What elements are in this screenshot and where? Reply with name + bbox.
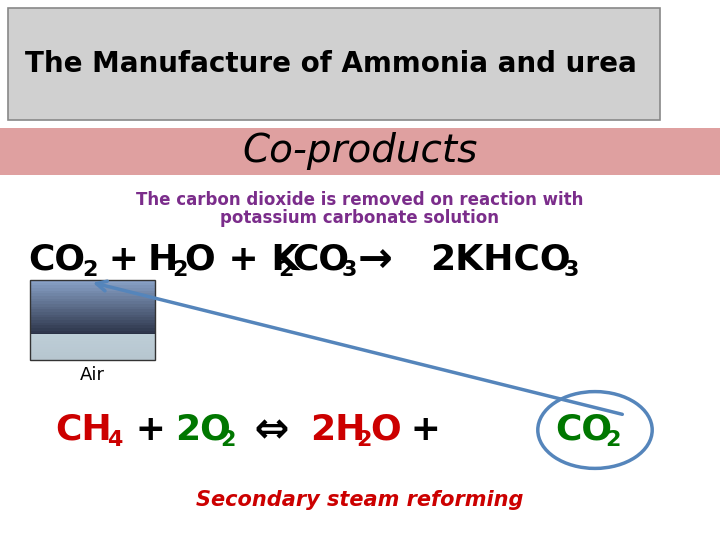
Bar [30,312,155,315]
Text: 2: 2 [172,260,187,280]
Text: O: O [370,413,401,447]
Bar [30,347,155,349]
Bar [30,282,155,285]
Bar [30,355,155,357]
Bar [30,344,155,347]
Text: CO: CO [292,243,349,277]
Text: Air: Air [80,366,105,384]
Bar [30,315,155,318]
Text: CO: CO [555,413,612,447]
Bar [30,291,155,293]
Bar [30,301,155,304]
Text: CO: CO [28,243,85,277]
Bar [30,285,155,288]
Text: 3: 3 [564,260,580,280]
Text: Co-products: Co-products [243,132,477,170]
Text: ⇔: ⇔ [240,409,304,451]
Text: 3: 3 [342,260,357,280]
Bar [30,307,155,309]
Bar [30,320,155,323]
Bar [30,325,155,328]
Text: 2: 2 [278,260,293,280]
Text: 2KHCO: 2KHCO [430,243,571,277]
Bar [30,280,155,282]
Bar [30,323,155,325]
Bar [30,334,155,360]
Bar [30,299,155,301]
Bar [30,357,155,360]
Text: H: H [148,243,179,277]
Bar [30,309,155,312]
FancyBboxPatch shape [0,128,720,175]
Text: The Manufacture of Ammonia and urea: The Manufacture of Ammonia and urea [25,50,637,78]
Text: 2: 2 [82,260,97,280]
Text: 4: 4 [107,430,122,450]
Bar [30,304,155,307]
Bar [30,330,155,333]
FancyArrowPatch shape [96,281,622,414]
Text: 2: 2 [220,430,235,450]
Text: +: + [398,413,454,447]
Bar [30,296,155,299]
Text: 2O: 2O [175,413,231,447]
Text: O + K: O + K [185,243,300,277]
Bar [30,352,155,355]
Text: 2: 2 [605,430,621,450]
Text: +: + [96,243,152,277]
Bar [30,349,155,352]
Bar [30,341,155,344]
FancyBboxPatch shape [8,8,660,120]
Text: +: + [123,413,179,447]
Bar [30,336,155,339]
Bar [30,339,155,341]
Bar [30,318,155,320]
Text: CH: CH [55,413,112,447]
Bar [30,293,155,296]
Bar [30,328,155,330]
Text: potassium carbonate solution: potassium carbonate solution [220,209,500,227]
Bar [30,333,155,336]
Text: Secondary steam reforming: Secondary steam reforming [197,490,523,510]
Text: 2H: 2H [310,413,366,447]
Text: 2: 2 [356,430,372,450]
Text: The carbon dioxide is removed on reaction with: The carbon dioxide is removed on reactio… [136,191,584,209]
Text: →: → [358,239,393,281]
Bar [30,288,155,291]
Bar [30,280,155,360]
